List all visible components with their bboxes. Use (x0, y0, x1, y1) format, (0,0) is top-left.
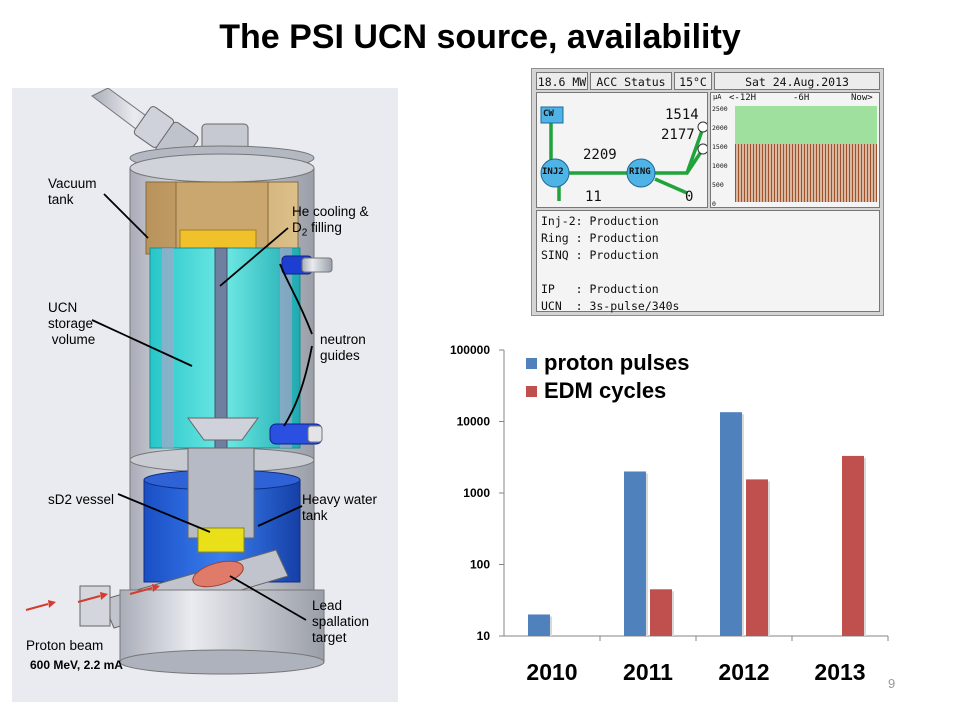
bar-edm-cycles (842, 455, 864, 636)
target-e-marker (697, 143, 707, 155)
bar-edm-cycles (650, 589, 672, 636)
label-lead-line3: target (312, 630, 347, 645)
y-tick-label: 100 (470, 558, 490, 572)
y-tick-label: 10000 (457, 415, 491, 429)
label-ucn-line3: volume (48, 332, 96, 347)
bar-proton-pulses (528, 614, 550, 636)
label-vacuum-line2: tank (48, 192, 74, 207)
acc-datetime: Sat 24.Aug.2013 14:26:47 (714, 72, 880, 107)
reading-11: 11 (585, 189, 602, 205)
page-number: 9 (888, 676, 896, 691)
x-tick-label: 2011 (623, 659, 673, 685)
node-cw-label: CW (543, 109, 554, 119)
trend-time-6h: -6H (793, 93, 810, 103)
label-proton-beam: Proton beam (26, 638, 104, 653)
label-he-cooling: He cooling & D2 filling (292, 204, 369, 242)
label-he-line1: He cooling & (292, 204, 369, 219)
node-inj2-label: INJ2 (542, 167, 564, 177)
trend-y-tick: 1000 (712, 162, 728, 170)
status-line-ip: IP : Production (541, 282, 659, 296)
trend-y-tick: 1500 (712, 143, 728, 151)
node-ring-label: RING (629, 167, 651, 177)
label-neutron-guides: neutron guides (320, 332, 366, 364)
trend-y-tick: 2000 (712, 124, 728, 132)
node-ring-circle (626, 158, 656, 188)
trend-upper-band (735, 106, 877, 144)
status-line-blank (541, 264, 875, 281)
trend-time-now: Now> (851, 93, 873, 103)
legend-swatch (526, 386, 537, 397)
y-tick-label: 100000 (450, 343, 490, 357)
x-tick-label: 2012 (718, 659, 769, 685)
status-line-ring: Ring : Production (541, 231, 659, 245)
label-ucn-line2: storage (48, 316, 94, 331)
trend-time-12h: <-12H (729, 93, 757, 103)
x-tick-label: 2010 (526, 659, 577, 685)
label-water-line2: tank (302, 508, 328, 523)
label-guides-line2: guides (320, 348, 360, 363)
label-lead-target: Lead spallation target (312, 598, 369, 646)
label-he-d: D (292, 220, 302, 235)
bar-edm-cycles (746, 479, 768, 636)
label-vacuum-line1: Vacuum (48, 176, 97, 191)
availability-bar-chart: 10 100 1000 10000 100000 2010 2011 2012 2013 prot… (450, 343, 889, 685)
trend-lower-band (735, 144, 877, 202)
status-line-ucn: UCN : 3s-pulse/340s (541, 299, 680, 313)
label-ucn-storage: UCN storage volume (48, 300, 95, 348)
label-guides-line1: neutron (320, 332, 366, 347)
status-line-inj2: Inj-2: Production (541, 214, 659, 228)
trend-y-tick: 500 (712, 181, 724, 189)
status-line-sinq: SINQ : Production (541, 248, 659, 262)
facility-status-list: Inj-2: Production Ring : Production SINQ… (536, 210, 880, 313)
beamline-schematic: CW INJ2 RING 1514 2177 2209 11 0 (536, 92, 708, 208)
acc-status-panel: 18.6 MW ACC Status 15°C Sat 24.Aug.2013 … (531, 68, 884, 316)
label-water-line1: Heavy water (302, 492, 378, 507)
acc-power: 18.6 MW (536, 72, 588, 90)
label-lead-line2: spallation (312, 614, 370, 629)
acc-temperature: 15°C (674, 72, 712, 90)
beamline-graphic (540, 106, 707, 201)
label-ucn-line1: UCN (48, 300, 78, 315)
trend-unit: μA (713, 93, 722, 101)
legend-swatch (526, 358, 537, 369)
label-beam-params: 600 MeV, 2.2 mA (30, 658, 123, 672)
legend-label: EDM cycles (544, 378, 666, 403)
trend-y-tick: 0 (712, 200, 716, 208)
reading-2177: 2177 (661, 127, 695, 143)
trend-y-tick: 2500 (712, 105, 728, 113)
current-trend-panel: μA <-12H -6H Now> 2500 2000 1500 1000 500 0 (710, 92, 880, 208)
bar-proton-pulses (624, 471, 646, 636)
y-tick-label: 1000 (463, 486, 490, 500)
label-vacuum-tank: Vacuum tank (48, 176, 97, 208)
label-he-filling: filling (307, 220, 342, 235)
legend-label: proton pulses (544, 350, 689, 375)
slide-title: The PSI UCN source, availability (219, 18, 741, 56)
bar-proton-pulses (720, 412, 742, 636)
target-m-marker (697, 121, 707, 133)
reading-1514: 1514 (665, 107, 699, 123)
y-tick-label: 10 (477, 629, 491, 643)
ucn-source-cutaway-illustration (25, 87, 333, 675)
availability-chart: 10 100 1000 10000 100000 2010 2011 2012 2013 prot… (430, 336, 900, 692)
label-he-line2: D2 filling (292, 220, 369, 242)
acc-title: ACC Status (590, 72, 672, 90)
reading-0: 0 (685, 189, 694, 205)
x-tick-label: 2013 (814, 659, 865, 685)
label-heavy-water: Heavy water tank (302, 492, 377, 524)
label-he-sub: 2 (301, 227, 308, 239)
node-cw-box (540, 106, 564, 124)
label-lead-line1: Lead (312, 598, 343, 613)
reading-2209: 2209 (583, 147, 617, 163)
ucn-source-diagram: Vacuum tank He cooling & D2 filling UCN … (12, 87, 398, 702)
label-sd2-vessel: sD2 vessel (48, 492, 115, 507)
node-inj2-circle (540, 158, 570, 188)
